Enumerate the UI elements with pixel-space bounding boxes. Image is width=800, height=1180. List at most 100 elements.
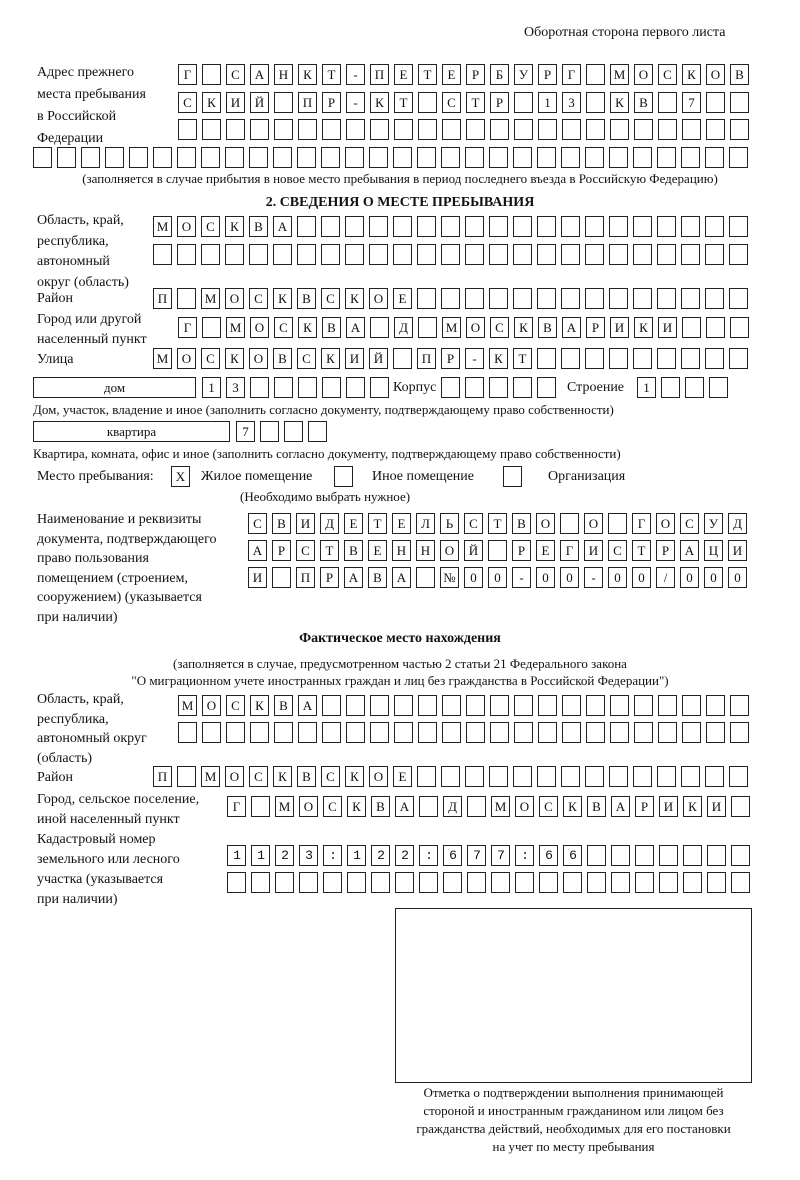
char-cell[interactable]: М [610,64,629,85]
char-cell[interactable] [705,216,724,237]
char-cell[interactable]: 0 [464,567,483,588]
char-cell[interactable] [683,872,702,893]
char-cell[interactable] [657,348,676,369]
char-cell[interactable] [81,147,100,168]
char-cell[interactable]: П [296,567,315,588]
char-cell[interactable]: Р [272,540,291,561]
char-cell[interactable] [513,147,532,168]
char-cell[interactable] [418,722,437,743]
char-cell[interactable]: К [370,92,389,113]
char-cell[interactable]: - [346,64,365,85]
char-cell[interactable] [537,348,556,369]
char-cell[interactable] [658,695,677,716]
char-cell[interactable] [731,796,750,817]
char-cell[interactable] [538,119,557,140]
char-cell[interactable]: А [611,796,630,817]
char-cell[interactable]: О [369,288,388,309]
char-cell[interactable]: М [153,216,172,237]
char-cell[interactable] [657,288,676,309]
char-cell[interactable]: С [442,92,461,113]
char-cell[interactable]: О [202,695,221,716]
char-cell[interactable] [537,288,556,309]
char-cell[interactable] [659,872,678,893]
char-cell[interactable] [370,377,389,398]
char-cell[interactable] [514,695,533,716]
char-cell[interactable] [706,92,725,113]
char-cell[interactable]: О [250,317,269,338]
char-cell[interactable]: К [610,92,629,113]
char-cell[interactable] [202,119,221,140]
char-cell[interactable] [393,348,412,369]
char-cell[interactable] [465,147,484,168]
char-cell[interactable]: К [563,796,582,817]
char-cell[interactable] [658,722,677,743]
char-cell[interactable]: Й [250,92,269,113]
char-cell[interactable]: С [321,766,340,787]
char-cell[interactable] [177,766,196,787]
char-cell[interactable] [465,288,484,309]
char-cell[interactable]: 0 [632,567,651,588]
char-cell[interactable] [609,288,628,309]
char-cell[interactable] [729,147,748,168]
char-cell[interactable] [345,244,364,265]
char-cell[interactable]: В [272,513,291,534]
char-cell[interactable] [513,377,532,398]
char-cell[interactable]: К [347,796,366,817]
char-cell[interactable] [489,244,508,265]
char-cell[interactable] [729,216,748,237]
char-cell[interactable] [346,377,365,398]
char-cell[interactable]: Т [632,540,651,561]
char-cell[interactable] [275,872,294,893]
char-cell[interactable] [202,317,221,338]
char-cell[interactable]: А [298,695,317,716]
char-cell[interactable] [443,872,462,893]
char-cell[interactable] [443,845,462,866]
char-cell[interactable] [561,244,580,265]
char-cell[interactable]: П [370,64,389,85]
char-cell[interactable] [321,244,340,265]
char-cell[interactable]: К [298,64,317,85]
char-cell[interactable] [730,92,749,113]
char-cell[interactable] [297,244,316,265]
char-cell[interactable] [273,244,292,265]
char-cell[interactable] [274,92,293,113]
char-cell[interactable]: Г [562,64,581,85]
char-cell[interactable]: Й [369,348,388,369]
char-cell[interactable] [586,695,605,716]
char-cell[interactable]: С [274,317,293,338]
char-cell[interactable]: 0 [488,567,507,588]
char-cell[interactable] [466,119,485,140]
char-cell[interactable] [308,421,327,442]
char-cell[interactable] [417,216,436,237]
char-cell[interactable] [539,872,558,893]
char-cell[interactable]: Е [392,513,411,534]
char-cell[interactable]: Е [536,540,555,561]
char-cell[interactable]: А [395,796,414,817]
char-cell[interactable]: Р [320,567,339,588]
char-cell[interactable] [323,845,342,866]
char-cell[interactable]: 1 [637,377,656,398]
char-cell[interactable]: К [321,348,340,369]
char-cell[interactable] [729,348,748,369]
char-cell[interactable]: Р [466,64,485,85]
char-cell[interactable]: С [490,317,509,338]
char-cell[interactable]: О [440,540,459,561]
char-cell[interactable] [417,766,436,787]
char-cell[interactable] [274,119,293,140]
char-cell[interactable] [226,119,245,140]
char-cell[interactable] [585,348,604,369]
char-cell[interactable] [560,513,579,534]
char-cell[interactable] [513,216,532,237]
option-organization-checkbox[interactable] [503,466,522,487]
char-cell[interactable]: К [514,317,533,338]
char-cell[interactable]: М [491,796,510,817]
char-cell[interactable] [274,377,293,398]
char-cell[interactable] [394,722,413,743]
char-cell[interactable] [682,119,701,140]
char-cell[interactable]: Е [393,766,412,787]
char-cell[interactable]: Е [368,540,387,561]
char-cell[interactable] [657,216,676,237]
char-cell[interactable] [681,216,700,237]
char-cell[interactable] [681,348,700,369]
char-cell[interactable] [657,147,676,168]
